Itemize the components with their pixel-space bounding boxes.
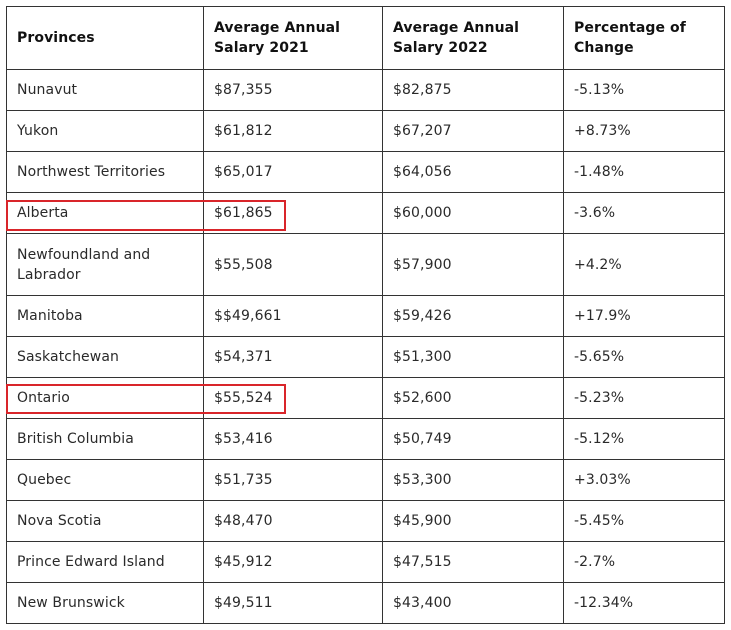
change-cell: +17.9% — [563, 295, 725, 337]
province-cell: Nova Scotia — [6, 500, 204, 542]
salary-2021-cell: $48,470 — [203, 500, 383, 542]
salary-2021-cell: $51,735 — [203, 459, 383, 501]
table-row: Prince Edward Island $45,912 $47,515 -2.… — [6, 541, 725, 583]
salary-2022-cell: $52,600 — [382, 377, 564, 419]
salary-2022-cell: $60,000 — [382, 192, 564, 234]
change-cell: +8.73% — [563, 110, 725, 152]
table-row: Nunavut $87,355 $82,875 -5.13% — [6, 69, 725, 111]
change-cell: -5.13% — [563, 69, 725, 111]
change-cell: -5.12% — [563, 418, 725, 460]
salary-2021-cell: $65,017 — [203, 151, 383, 193]
change-cell: +4.2% — [563, 233, 725, 296]
salary-2022-cell: $64,056 — [382, 151, 564, 193]
table-row: British Columbia $53,416 $50,749 -5.12% — [6, 418, 725, 460]
change-cell: +3.03% — [563, 459, 725, 501]
salary-2022-cell: $67,207 — [382, 110, 564, 152]
province-cell: Quebec — [6, 459, 204, 501]
province-cell: Nunavut — [6, 69, 204, 111]
province-cell: Manitoba — [6, 295, 204, 337]
province-cell: New Brunswick — [6, 582, 204, 624]
province-cell: Ontario — [6, 377, 204, 419]
header-provinces: Provinces — [6, 6, 204, 70]
change-cell: -12.34% — [563, 582, 725, 624]
table-row: Nova Scotia $48,470 $45,900 -5.45% — [6, 500, 725, 542]
salary-2021-cell: $45,912 — [203, 541, 383, 583]
salary-2022-cell: $57,900 — [382, 233, 564, 296]
salary-2021-cell: $55,508 — [203, 233, 383, 296]
province-cell: Prince Edward Island — [6, 541, 204, 583]
salary-2021-cell: $61,865 — [203, 192, 383, 234]
header-row: Provinces Average Annual Salary 2021 Ave… — [6, 6, 725, 70]
province-cell: Alberta — [6, 192, 204, 234]
change-cell: -5.23% — [563, 377, 725, 419]
table-row: Quebec $51,735 $53,300 +3.03% — [6, 459, 725, 501]
salary-2022-cell: $45,900 — [382, 500, 564, 542]
salary-2021-cell: $61,812 — [203, 110, 383, 152]
province-cell: Saskatchewan — [6, 336, 204, 378]
province-cell: Yukon — [6, 110, 204, 152]
change-cell: -5.65% — [563, 336, 725, 378]
table-row: Newfoundland and Labrador $55,508 $57,90… — [6, 233, 725, 296]
header-percentage-change: Percentage of Change — [563, 6, 725, 70]
salary-2021-cell: $49,511 — [203, 582, 383, 624]
salary-2022-cell: $59,426 — [382, 295, 564, 337]
salary-2022-cell: $51,300 — [382, 336, 564, 378]
salary-2022-cell: $50,749 — [382, 418, 564, 460]
salary-2021-cell: $87,355 — [203, 69, 383, 111]
table-row: Ontario $55,524 $52,600 -5.23% — [6, 377, 725, 419]
salary-2022-cell: $53,300 — [382, 459, 564, 501]
table-row: Alberta $61,865 $60,000 -3.6% — [6, 192, 725, 234]
salary-2022-cell: $47,515 — [382, 541, 564, 583]
table-row: Northwest Territories $65,017 $64,056 -1… — [6, 151, 725, 193]
salary-2022-cell: $43,400 — [382, 582, 564, 624]
change-cell: -5.45% — [563, 500, 725, 542]
table-row: Manitoba $$49,661 $59,426 +17.9% — [6, 295, 725, 337]
salary-2021-cell: $53,416 — [203, 418, 383, 460]
header-salary-2022: Average Annual Salary 2022 — [382, 6, 564, 70]
table-row: New Brunswick $49,511 $43,400 -12.34% — [6, 582, 725, 624]
header-salary-2021: Average Annual Salary 2021 — [203, 6, 383, 70]
province-cell: British Columbia — [6, 418, 204, 460]
salary-2022-cell: $82,875 — [382, 69, 564, 111]
table-row: Saskatchewan $54,371 $51,300 -5.65% — [6, 336, 725, 378]
salary-2021-cell: $54,371 — [203, 336, 383, 378]
change-cell: -1.48% — [563, 151, 725, 193]
province-cell: Newfoundland and Labrador — [6, 233, 204, 296]
table-row: Yukon $61,812 $67,207 +8.73% — [6, 110, 725, 152]
province-cell: Northwest Territories — [6, 151, 204, 193]
salary-2021-cell: $$49,661 — [203, 295, 383, 337]
change-cell: -3.6% — [563, 192, 725, 234]
change-cell: -2.7% — [563, 541, 725, 583]
salary-2021-cell: $55,524 — [203, 377, 383, 419]
salary-table: Provinces Average Annual Salary 2021 Ave… — [6, 6, 725, 624]
